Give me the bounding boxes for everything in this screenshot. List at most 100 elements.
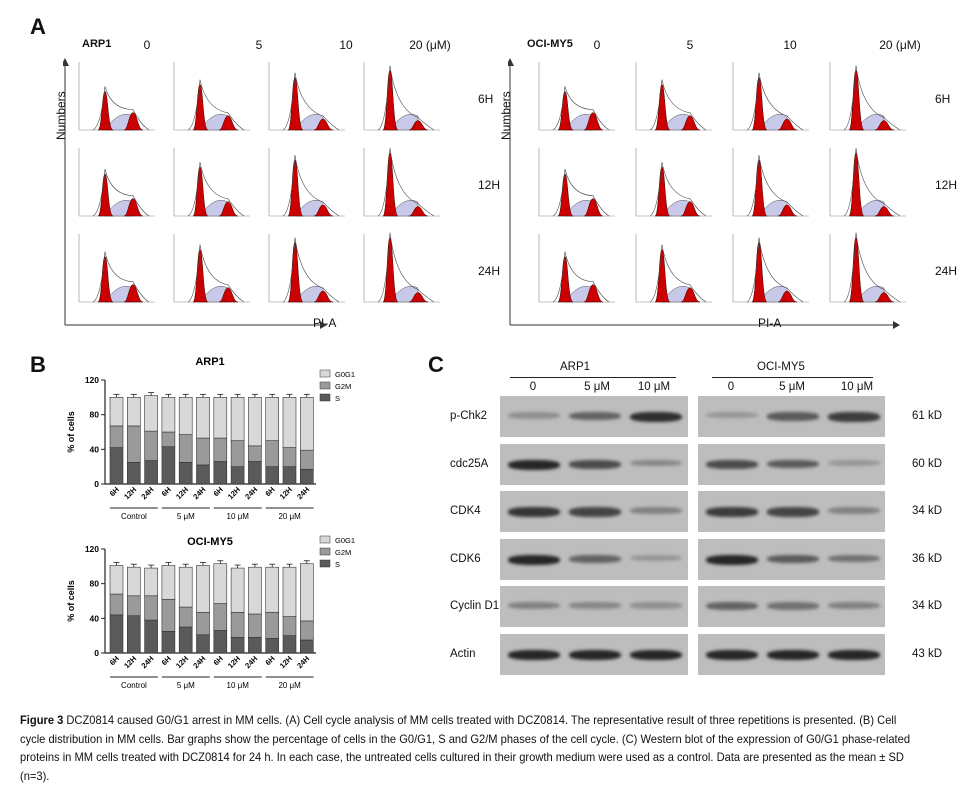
protein-band <box>508 554 560 566</box>
molecular-weight-label: 34 kD <box>912 505 943 517</box>
protein-band <box>767 602 819 610</box>
bar-segment-g0g1 <box>178 397 193 435</box>
blot-strip <box>698 491 885 532</box>
histogram <box>173 234 250 303</box>
bar-segment-s <box>299 639 314 654</box>
histogram <box>635 234 712 303</box>
bar-segment-g2m <box>230 611 245 638</box>
protein-band <box>828 602 880 610</box>
legend-swatch <box>319 559 331 568</box>
protein-band <box>569 649 621 661</box>
y-tick-label: 120 <box>85 544 99 554</box>
protein-band <box>828 507 880 515</box>
concentration-header: 10 <box>339 38 353 52</box>
histogram <box>173 148 250 217</box>
bar-segment-g0g1 <box>161 397 176 433</box>
x-tick-label: 24H <box>295 485 311 501</box>
bar-segment-s <box>161 446 176 485</box>
legend-label: G0G1 <box>335 536 355 545</box>
legend-swatch <box>319 547 331 556</box>
protein-band <box>706 412 758 419</box>
bar-segment-g2m <box>127 595 141 617</box>
y-axis-label: % of cells <box>66 411 76 453</box>
bar-segment-s <box>161 631 176 654</box>
protein-band <box>630 602 682 609</box>
bar-segment-g2m <box>161 598 176 632</box>
y-tick-label: 0 <box>94 479 99 489</box>
panel-a-label: A <box>30 14 46 39</box>
protein-band <box>630 459 682 467</box>
histogram-grid <box>63 58 440 329</box>
protein-band <box>767 412 819 421</box>
histogram <box>829 62 906 131</box>
protein-band <box>767 554 819 564</box>
protein-band <box>508 649 560 661</box>
protein-label: Cyclin D1 <box>450 600 500 612</box>
concentration-header: 0 <box>143 38 151 52</box>
bar-segment-g0g1 <box>127 397 141 427</box>
bar-segment-s <box>248 461 262 485</box>
bar-segment-s <box>282 635 297 654</box>
y-tick-label: 120 <box>85 375 99 385</box>
protein-band <box>630 412 682 423</box>
histogram <box>635 148 712 217</box>
protein-label: cdc25A <box>450 457 489 470</box>
time-label: 24H <box>935 264 958 278</box>
x-tick-label: 12H <box>278 485 294 501</box>
protein-band <box>828 554 880 563</box>
chart-title: ARP1 <box>195 356 224 368</box>
x-tick-label: 12H <box>226 654 242 670</box>
concentration-header: 20 (μM) <box>409 38 451 52</box>
x-tick-label: 12H <box>122 485 138 501</box>
x-tick-label: 24H <box>139 654 155 670</box>
bar-segment-g2m <box>230 440 245 467</box>
histogram <box>363 147 440 217</box>
bar-segment-s <box>127 615 141 654</box>
time-label: 6H <box>935 92 951 106</box>
x-tick-label: 12H <box>174 654 190 670</box>
legend-label: G2M <box>335 382 351 391</box>
time-label: 24H <box>478 264 501 278</box>
bar-segment-s <box>109 614 124 654</box>
x-axis-label: PI-A <box>758 316 782 330</box>
concentration-header: 5 <box>255 38 263 52</box>
x-tick-label: 6H <box>108 485 121 498</box>
histogram <box>268 148 345 217</box>
protein-band <box>569 602 621 609</box>
protein-band <box>508 602 560 610</box>
bar-segment-g0g1 <box>230 567 245 613</box>
blot-strip <box>698 443 885 485</box>
protein-band <box>630 507 682 515</box>
x-tick-label: 24H <box>139 485 155 501</box>
blot-strip <box>698 633 885 675</box>
legend-swatch <box>319 381 331 390</box>
blot-strip <box>500 396 688 437</box>
histogram <box>732 62 809 131</box>
group-underline <box>712 377 873 378</box>
time-label: 12H <box>935 178 958 192</box>
bar-segment-s <box>178 462 193 485</box>
protein-band <box>828 459 880 466</box>
protein-band <box>828 412 880 422</box>
molecular-weight-label: 61 kD <box>912 410 943 422</box>
blot-strip <box>500 443 688 485</box>
bar-segment-g2m <box>178 434 193 463</box>
protein-band <box>569 554 621 563</box>
concentration-header: 20 (μM) <box>879 38 921 52</box>
lane-label: 0 <box>727 381 735 393</box>
x-tick-label: 6H <box>108 654 121 667</box>
bar-segment-g2m <box>265 440 280 467</box>
histogram <box>732 148 809 217</box>
x-tick-label: 12H <box>278 654 294 670</box>
blot-strip <box>500 586 688 627</box>
group-underline <box>510 377 676 378</box>
bar-segment-g0g1 <box>161 565 176 600</box>
protein-band <box>767 459 819 469</box>
bar-segment-s <box>299 468 314 485</box>
group-label: OCI-MY5 <box>527 38 573 50</box>
bar-segment-g0g1 <box>109 565 124 595</box>
blot-strip <box>500 633 688 675</box>
panel-c-label: C <box>428 352 444 377</box>
histogram <box>363 232 440 303</box>
chart-title: OCI-MY5 <box>187 536 233 548</box>
